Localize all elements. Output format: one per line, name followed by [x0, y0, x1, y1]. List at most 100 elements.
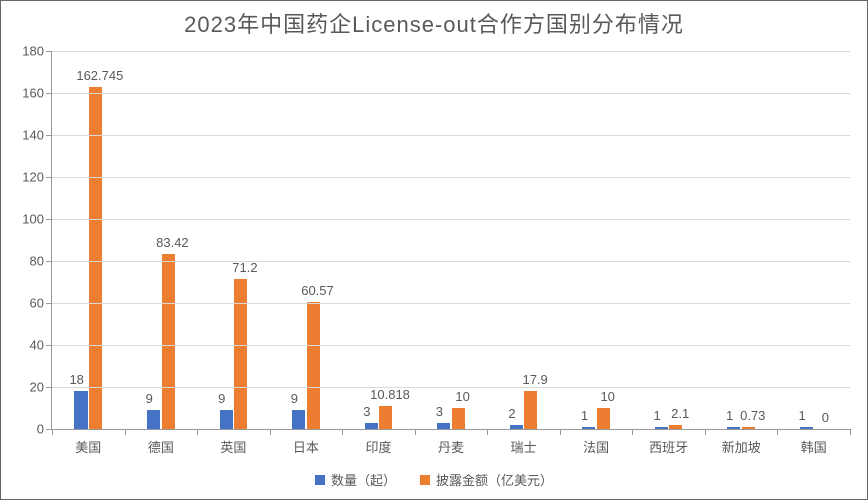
x-tick	[560, 429, 561, 435]
x-tick	[632, 429, 633, 435]
gridline	[52, 177, 850, 178]
value-label: 3	[363, 404, 370, 419]
bar	[524, 391, 537, 429]
bar	[582, 427, 595, 429]
gridline	[52, 219, 850, 220]
y-tick	[46, 303, 52, 304]
y-axis-label: 160	[22, 86, 44, 101]
bar	[74, 391, 87, 429]
bar	[510, 425, 523, 429]
y-axis-label: 0	[37, 422, 44, 437]
bar	[292, 410, 305, 429]
category: 丹麦310	[415, 51, 488, 429]
legend: 数量（起） 披露金额（亿美元）	[1, 470, 867, 489]
category-row: 美国18162.745德国983.42英国971.2日本960.57印度310.…	[52, 51, 850, 429]
value-label: 10.818	[370, 387, 410, 402]
gridline	[52, 51, 850, 52]
x-axis-label: 德国	[125, 437, 198, 456]
bar	[452, 408, 465, 429]
category: 印度310.818	[342, 51, 415, 429]
x-axis-label: 日本	[270, 437, 343, 456]
x-tick	[777, 429, 778, 435]
value-label: 10	[600, 389, 614, 404]
bar	[800, 427, 813, 429]
x-tick	[342, 429, 343, 435]
value-label: 71.2	[232, 260, 257, 275]
y-axis-label: 20	[30, 380, 44, 395]
x-tick	[270, 429, 271, 435]
x-tick	[850, 429, 851, 435]
y-tick	[46, 135, 52, 136]
gridline	[52, 261, 850, 262]
value-label: 60.57	[301, 283, 334, 298]
plot-area: 美国18162.745德国983.42英国971.2日本960.57印度310.…	[51, 51, 850, 430]
x-axis-label: 英国	[197, 437, 270, 456]
y-axis-label: 60	[30, 296, 44, 311]
category: 德国983.42	[125, 51, 198, 429]
bar	[307, 302, 320, 429]
x-tick	[52, 429, 53, 435]
y-tick	[46, 345, 52, 346]
value-label: 1	[581, 408, 588, 423]
bar	[655, 427, 668, 429]
x-axis-label: 韩国	[777, 437, 850, 456]
legend-item: 披露金额（亿美元）	[420, 470, 553, 489]
value-label: 0	[822, 410, 829, 425]
x-tick	[197, 429, 198, 435]
y-tick	[46, 93, 52, 94]
category: 日本960.57	[270, 51, 343, 429]
legend-swatch	[420, 475, 430, 485]
x-axis-label: 新加坡	[705, 437, 778, 456]
bar	[89, 87, 102, 429]
value-label: 2	[508, 406, 515, 421]
x-tick	[705, 429, 706, 435]
bar	[220, 410, 233, 429]
category: 韩国10	[777, 51, 850, 429]
value-label: 9	[146, 391, 153, 406]
value-label: 1	[799, 408, 806, 423]
y-tick	[46, 429, 52, 430]
plot-area-wrap: 美国18162.745德国983.42英国971.2日本960.57印度310.…	[51, 51, 849, 429]
bar	[597, 408, 610, 429]
bar	[669, 425, 682, 429]
x-axis-label: 西班牙	[632, 437, 705, 456]
x-axis-label: 法国	[560, 437, 633, 456]
value-label: 18	[69, 372, 83, 387]
x-tick	[487, 429, 488, 435]
y-axis-label: 40	[30, 338, 44, 353]
category: 新加坡10.73	[705, 51, 778, 429]
y-tick	[46, 261, 52, 262]
x-axis-label: 丹麦	[415, 437, 488, 456]
gridline	[52, 303, 850, 304]
bar	[742, 427, 755, 429]
category: 美国18162.745	[52, 51, 125, 429]
category: 法国110	[560, 51, 633, 429]
legend-label: 披露金额（亿美元）	[436, 470, 553, 489]
value-label: 10	[455, 389, 469, 404]
gridline	[52, 135, 850, 136]
legend-swatch	[315, 475, 325, 485]
y-axis-label: 140	[22, 128, 44, 143]
y-axis-label: 180	[22, 44, 44, 59]
legend-label: 数量（起）	[331, 470, 396, 489]
y-tick	[46, 219, 52, 220]
bar	[437, 423, 450, 429]
value-label: 0.73	[740, 408, 765, 423]
category: 西班牙12.1	[632, 51, 705, 429]
bar	[379, 406, 392, 429]
chart-frame: 2023年中国药企License-out合作方国别分布情况 美国18162.74…	[0, 0, 868, 500]
gridline	[52, 387, 850, 388]
bar	[234, 279, 247, 429]
bar	[162, 254, 175, 429]
value-label: 1	[653, 408, 660, 423]
y-axis-label: 120	[22, 170, 44, 185]
y-tick	[46, 387, 52, 388]
y-axis-label: 100	[22, 212, 44, 227]
value-label: 17.9	[522, 372, 547, 387]
x-axis-label: 瑞士	[487, 437, 560, 456]
value-label: 162.745	[76, 68, 123, 83]
y-tick	[46, 51, 52, 52]
bar	[727, 427, 740, 429]
x-tick	[415, 429, 416, 435]
bar	[365, 423, 378, 429]
